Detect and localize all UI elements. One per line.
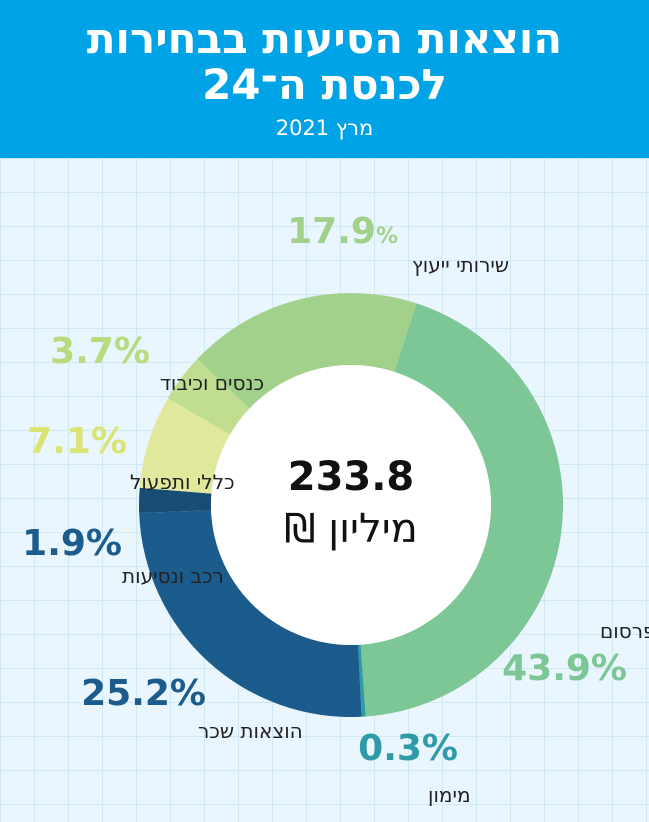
header-banner: הוצאות הסיעות בבחירות לכנסת ה־24 מרץ 202… [0, 0, 649, 158]
slice-label-3: רכב ונסיעות [122, 564, 224, 588]
slice-pct-number-6: 17.9 [287, 211, 376, 252]
slice-pct-6: 17.9% [287, 211, 398, 252]
slice-pct-sign-6: % [376, 224, 398, 249]
slice-label-4: כללי ותפעול [130, 470, 235, 494]
slice-pct-1: 0.3% [358, 728, 458, 769]
donut-slice-1 [358, 644, 366, 717]
donut-slice-0 [360, 303, 564, 717]
slice-pct-number-2: 25.2 [81, 673, 170, 714]
slice-pct-sign-4: % [91, 421, 127, 462]
slice-label-6: שירותי ייעוץ [412, 253, 509, 277]
slice-pct-3: 1.9% [22, 523, 122, 564]
slice-pct-number-3: 1.9 [22, 523, 86, 564]
title-line-1: הוצאות הסיעות בבחירות [86, 14, 563, 63]
center-total-value: 233.8 [288, 454, 415, 500]
slice-pct-0: 43.9% [502, 648, 627, 689]
donut-slice-5 [167, 358, 250, 435]
donut-slice-4 [139, 398, 231, 494]
slice-pct-number-4: 7.1 [27, 421, 91, 462]
slice-pct-sign-0: % [591, 648, 627, 689]
slice-label-2: הוצאות שכר [198, 719, 303, 743]
slice-pct-sign-2: % [170, 673, 206, 714]
slice-label-0: פרסום [600, 619, 649, 643]
slice-label-5: כנסים וכיבוד [160, 371, 264, 395]
subtitle-date: מרץ 2021 [275, 116, 374, 140]
center-total-unit: מיליון ₪ [284, 506, 418, 552]
donut-slice-3 [139, 487, 212, 513]
slice-pct-4: 7.1% [27, 421, 127, 462]
slice-pct-number-0: 43.9 [502, 648, 591, 689]
slice-pct-sign-3: % [86, 523, 122, 564]
slice-pct-number-1: 0.3 [358, 728, 422, 769]
donut-slice-2 [139, 510, 362, 717]
title-line-2: לכנסת ה־24 [202, 60, 447, 109]
slice-label-1: מימון [428, 783, 471, 807]
slice-pct-2: 25.2% [81, 673, 206, 714]
slice-pct-sign-5: % [114, 331, 150, 372]
slice-pct-5: 3.7% [50, 331, 150, 372]
slice-pct-sign-1: % [422, 728, 458, 769]
donut-slice-6 [197, 292, 417, 409]
donut-hole [211, 365, 491, 645]
slice-pct-number-5: 3.7 [50, 331, 114, 372]
